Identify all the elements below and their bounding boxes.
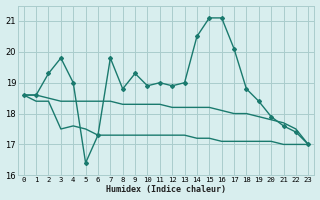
X-axis label: Humidex (Indice chaleur): Humidex (Indice chaleur) — [106, 185, 226, 194]
